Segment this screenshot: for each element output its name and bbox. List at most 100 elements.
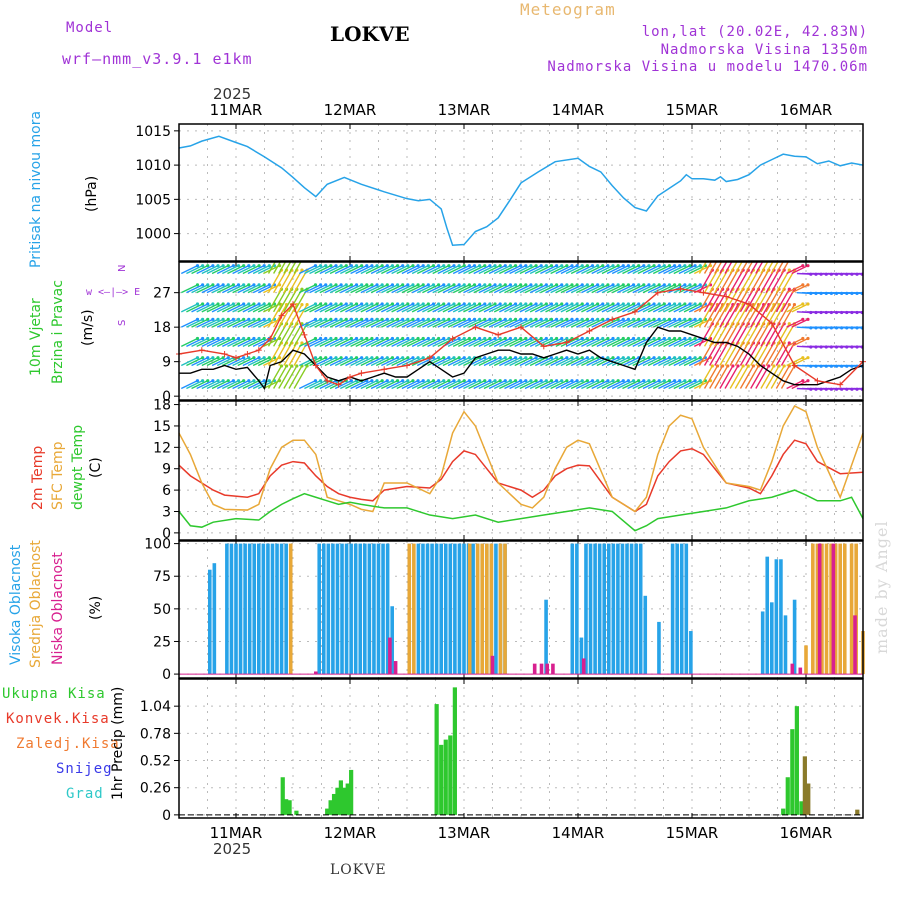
wind-arrow-head <box>503 302 507 306</box>
wind-arrow <box>324 318 342 328</box>
bar-visoka-oblacnost <box>363 543 367 675</box>
wind-arrow <box>324 303 342 313</box>
wind-arrow-head <box>375 317 379 321</box>
wind-arrow <box>514 284 532 294</box>
wind-arrow <box>565 357 583 367</box>
wind-arrow <box>304 284 321 294</box>
wind-arrow <box>247 303 265 313</box>
wind-arrow <box>242 357 260 367</box>
wind-arrow <box>760 269 775 294</box>
wind-arrow <box>237 265 255 275</box>
wind-arrow <box>729 323 744 347</box>
wind-arrow-head <box>216 336 220 341</box>
wind-arrow <box>452 357 470 367</box>
wind-arrow-head <box>380 283 384 287</box>
wind-arrow-head <box>431 356 436 360</box>
wind-arrow-head <box>565 317 569 321</box>
wind-arrow-head <box>242 283 246 287</box>
wind-arrow <box>211 318 229 328</box>
wind-arrow <box>611 337 629 347</box>
wind-arrow <box>242 318 260 328</box>
wind-arrow <box>765 365 780 389</box>
wind-arrow <box>524 318 542 328</box>
wind-arrow-head <box>580 283 584 287</box>
bar-visoka-oblacnost <box>261 543 266 675</box>
wind-arrow <box>744 269 760 294</box>
wind-arrow <box>365 303 383 313</box>
wind-arrow <box>247 337 265 347</box>
wind-arrow-head <box>606 302 610 306</box>
wind-arrow-head <box>401 283 405 287</box>
wind-arrow <box>186 303 203 313</box>
wind-arrow <box>581 284 598 294</box>
model-label: Model <box>66 20 114 36</box>
bar-visoka-oblacnost <box>416 543 421 675</box>
wind-arrow <box>709 365 724 389</box>
wind-arrow <box>555 318 573 328</box>
wind-arrow <box>534 265 552 275</box>
wind-arrow-head <box>519 264 523 268</box>
wind-arrow <box>340 265 357 275</box>
wind-arrow <box>437 303 455 313</box>
wind-arrow-head <box>436 264 441 268</box>
wind-arrow-head <box>436 317 441 321</box>
wind-arrow-head <box>442 302 446 306</box>
bar-srednja-oblacnost <box>475 543 480 675</box>
wind-arrow <box>683 380 701 390</box>
wind-arrow <box>278 323 293 347</box>
wind-arrow-head <box>498 356 502 360</box>
wind-arrow <box>770 269 785 294</box>
wind-arrow <box>355 265 373 275</box>
wind-arrow-head <box>324 336 328 341</box>
wind-arrow-head <box>698 379 702 383</box>
wind-arrow <box>293 365 308 389</box>
wind-arrow-head <box>575 264 579 268</box>
wind-arrow <box>519 337 537 347</box>
wind-arrow <box>504 337 521 347</box>
wind-arrow <box>627 357 645 367</box>
bar-ukupna-kisa <box>794 706 799 815</box>
wind-arrow-head <box>349 336 353 341</box>
wind-arrow-head <box>354 302 359 306</box>
wind-arrow-head <box>498 336 502 341</box>
wind-arrow <box>340 357 357 367</box>
wind-arrow <box>457 303 475 313</box>
bar-visoka-oblacnost <box>372 543 376 675</box>
wind-arrow-head <box>631 379 636 383</box>
wind-arrow <box>196 357 214 367</box>
wind-arrow <box>345 337 362 347</box>
wind-arrow-head <box>339 317 343 321</box>
wind-arrow <box>473 337 491 347</box>
wind-arrow-head <box>678 379 682 383</box>
wind-arrow <box>586 284 604 294</box>
wind-arrow-head <box>493 336 497 341</box>
wind-arrow <box>273 323 288 347</box>
wind-arrow-head <box>201 379 205 383</box>
wind-arrow-head <box>801 336 805 341</box>
bar-visoka-oblacnost <box>620 543 625 675</box>
wind-arrow-head <box>211 336 215 341</box>
wind-arrow-head <box>806 356 810 360</box>
wind-arrow <box>314 303 332 313</box>
wind-arrow <box>586 357 604 367</box>
wind-arrow-head <box>462 356 466 360</box>
wind-arrow <box>442 318 460 328</box>
wind-arrow-head <box>370 283 374 287</box>
wind-arrow-head <box>380 356 384 360</box>
y-tick-label: 75 <box>153 569 171 585</box>
wind-arrow <box>242 303 260 313</box>
wind-arrow <box>252 357 270 367</box>
wind-arrow <box>237 380 255 390</box>
wind-arrow <box>647 284 665 294</box>
y-tick-label: 12 <box>153 440 171 456</box>
wind-arrow-head <box>211 302 215 306</box>
wind-arrow-head <box>436 379 441 383</box>
wind-arrow-head <box>710 364 714 368</box>
bar-visoka-oblacnost <box>611 543 616 675</box>
wind-arrow <box>447 337 465 347</box>
wind-arrow-head <box>406 356 410 360</box>
bar-visoka-oblacnost <box>284 543 288 675</box>
wind-arrow-head <box>657 264 661 268</box>
wind-arrow-head <box>452 317 456 321</box>
wind-arrow-head <box>349 317 353 321</box>
